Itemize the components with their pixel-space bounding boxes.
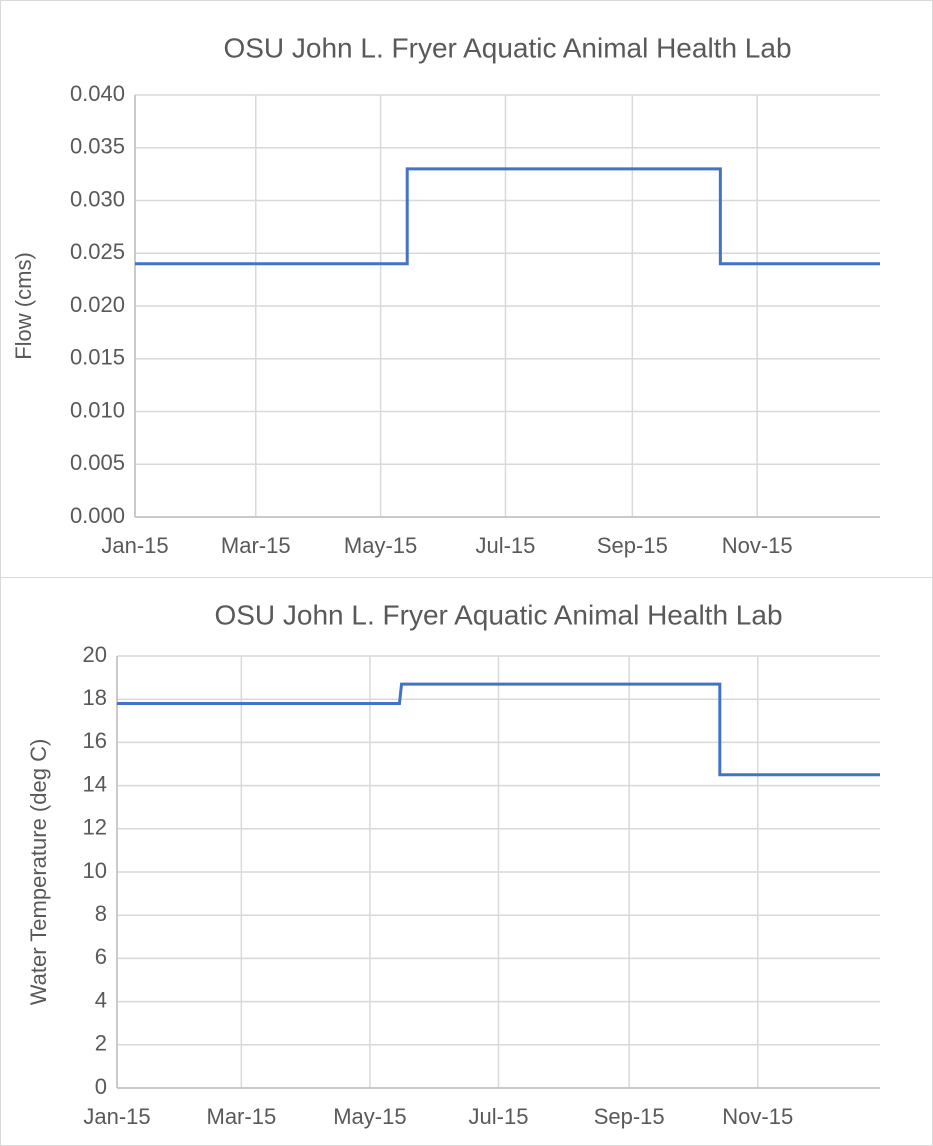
x-tick-label: Mar-15 <box>221 533 291 558</box>
x-tick-label: Jul-15 <box>469 1104 529 1129</box>
x-tick-label: Sep-15 <box>594 1104 665 1129</box>
y-tick-label: 10 <box>83 858 107 883</box>
y-tick-label: 14 <box>83 771 107 796</box>
y-tick-label: 0.025 <box>70 239 125 264</box>
x-tick-label: Nov-15 <box>722 533 793 558</box>
x-tick-label: Jul-15 <box>475 533 535 558</box>
data-line <box>135 167 880 266</box>
y-tick-label: 8 <box>95 901 107 926</box>
x-tick-label: Jan-15 <box>83 1104 150 1129</box>
chart-title: OSU John L. Fryer Aquatic Animal Health … <box>214 599 782 630</box>
y-tick-label: 2 <box>95 1031 107 1056</box>
y-tick-label: 0.015 <box>70 345 125 370</box>
chart-frame <box>0 0 933 578</box>
y-tick-label: 12 <box>83 815 107 840</box>
x-tick-label: Jan-15 <box>101 533 168 558</box>
y-tick-label: 18 <box>83 685 107 710</box>
y-tick-label: 0.020 <box>70 292 125 317</box>
chart-title: OSU John L. Fryer Aquatic Animal Health … <box>223 32 791 63</box>
y-tick-label: 16 <box>83 728 107 753</box>
chart-frame <box>0 577 933 1146</box>
x-tick-label: Mar-15 <box>207 1104 277 1129</box>
x-tick-label: May-15 <box>333 1104 406 1129</box>
x-tick-label: Sep-15 <box>597 533 668 558</box>
y-tick-label: 0.035 <box>70 134 125 159</box>
y-tick-label: 0.000 <box>70 503 125 528</box>
y-axis-label: Flow (cms) <box>11 252 36 360</box>
x-tick-label: May-15 <box>344 533 417 558</box>
y-tick-label: 0.005 <box>70 450 125 475</box>
y-tick-label: 0 <box>95 1074 107 1099</box>
y-tick-label: 6 <box>95 944 107 969</box>
y-tick-label: 4 <box>95 987 107 1012</box>
y-tick-label: 20 <box>83 642 107 667</box>
y-axis-label: Water Temperature (deg C) <box>26 739 51 1006</box>
x-tick-label: Nov-15 <box>722 1104 793 1129</box>
y-tick-label: 0.010 <box>70 397 125 422</box>
y-tick-label: 0.030 <box>70 186 125 211</box>
data-line <box>117 682 880 777</box>
y-tick-label: 0.040 <box>70 81 125 106</box>
